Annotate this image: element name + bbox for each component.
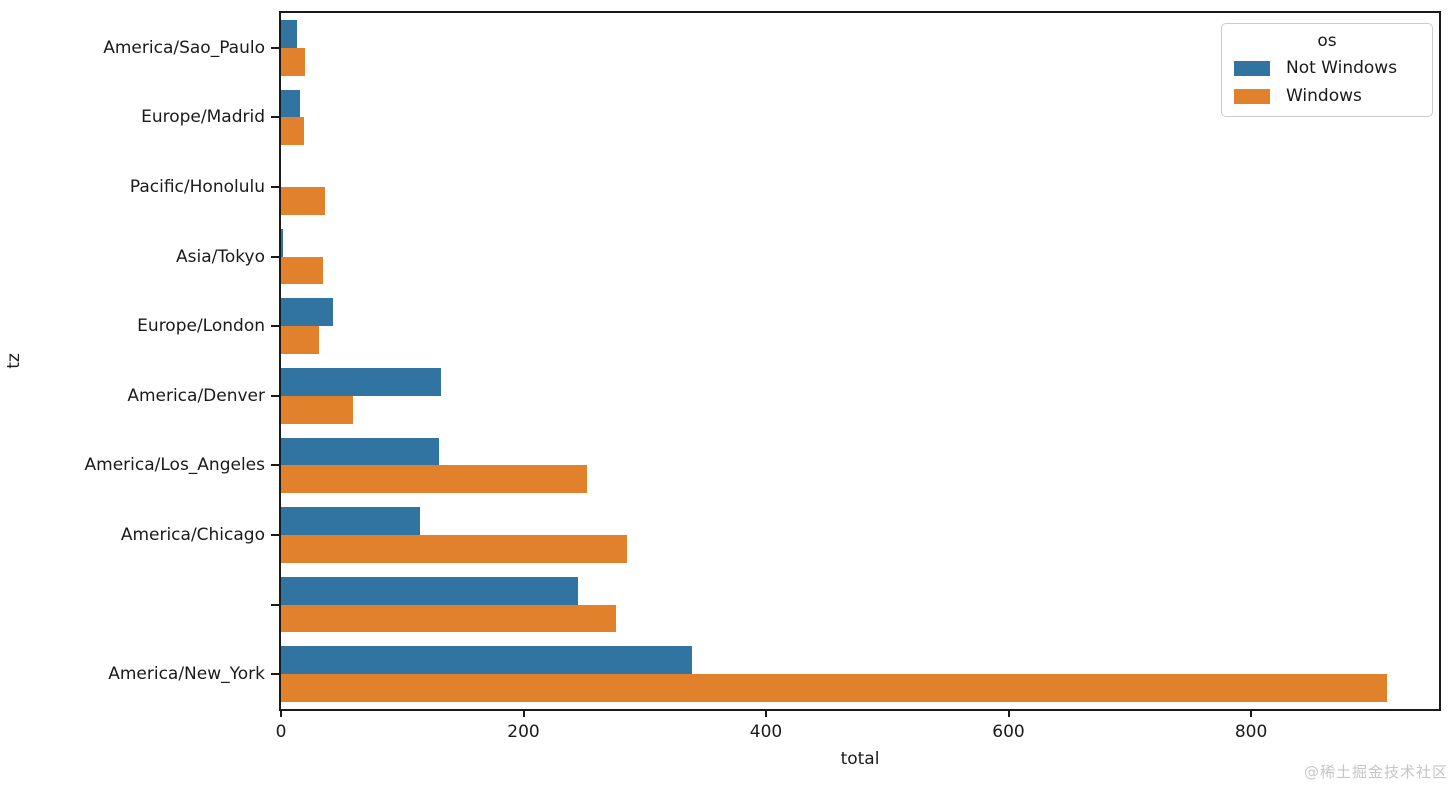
legend-swatch-not-windows bbox=[1234, 60, 1270, 76]
y-tick-mark bbox=[271, 46, 279, 49]
bar-windows bbox=[281, 47, 306, 76]
x-tick-mark bbox=[765, 709, 768, 717]
bar-windows bbox=[281, 395, 353, 424]
bar-windows bbox=[281, 117, 304, 146]
x-tick-label: 200 bbox=[507, 722, 540, 742]
bar-windows bbox=[281, 326, 319, 354]
y-tick-mark bbox=[271, 464, 279, 467]
x-tick-mark bbox=[522, 709, 525, 717]
bar-not-windows bbox=[281, 646, 693, 675]
legend-label-windows: Windows bbox=[1286, 86, 1362, 106]
plot-area bbox=[279, 11, 1441, 711]
y-tick-label: America/Chicago bbox=[120, 525, 265, 545]
bar-not-windows bbox=[281, 89, 301, 118]
y-tick-mark bbox=[271, 673, 279, 676]
bar-windows bbox=[281, 535, 627, 563]
y-tick-mark bbox=[271, 603, 279, 606]
y-tick-label: America/New_York bbox=[108, 664, 265, 685]
bar-windows bbox=[281, 256, 324, 285]
x-tick-label: 400 bbox=[749, 722, 783, 742]
y-tick-label: America/Denver bbox=[127, 385, 265, 406]
bar-windows bbox=[281, 465, 587, 494]
y-tick-mark bbox=[271, 255, 279, 258]
bar-windows bbox=[281, 604, 616, 633]
bar-not-windows bbox=[281, 507, 421, 535]
y-tick-label: America/Los_Angeles bbox=[84, 455, 265, 476]
x-tick-mark bbox=[280, 709, 282, 717]
x-axis-label: total bbox=[840, 749, 880, 769]
legend-swatch-windows bbox=[1234, 88, 1270, 104]
legend-item-not-windows: Not Windows bbox=[1234, 58, 1420, 78]
y-tick-mark bbox=[271, 325, 279, 328]
y-tick-label: America/Sao_Paulo bbox=[103, 37, 265, 58]
bar-not-windows bbox=[281, 228, 284, 257]
x-tick-mark bbox=[1250, 709, 1253, 717]
bar-not-windows bbox=[281, 19, 297, 48]
x-tick-label: 0 bbox=[275, 722, 287, 742]
x-tick-label: 600 bbox=[992, 722, 1025, 742]
x-tick-label: 800 bbox=[1234, 722, 1268, 742]
bar-not-windows bbox=[281, 367, 442, 396]
bar-not-windows bbox=[281, 437, 439, 466]
y-tick-label: Asia/Tokyo bbox=[176, 246, 265, 267]
watermark: @稀土掘金技术社区 bbox=[1303, 763, 1448, 781]
y-tick-label: Europe/Madrid bbox=[141, 107, 265, 128]
y-tick-mark bbox=[271, 186, 279, 188]
bar-not-windows bbox=[281, 576, 579, 605]
y-tick-label: Europe/London bbox=[137, 316, 265, 337]
y-tick-mark bbox=[271, 116, 279, 119]
x-tick-mark bbox=[1007, 709, 1010, 717]
y-tick-mark bbox=[271, 534, 279, 536]
y-tick-mark bbox=[271, 394, 279, 397]
y-tick-label: Pacific/Honolulu bbox=[129, 177, 265, 197]
bar-windows bbox=[281, 674, 1387, 702]
y-axis-label: tz bbox=[3, 353, 24, 369]
legend: os Not Windows Windows bbox=[1221, 23, 1433, 117]
legend-label-not-windows: Not Windows bbox=[1286, 58, 1398, 78]
bar-windows bbox=[281, 187, 325, 215]
legend-item-windows: Windows bbox=[1234, 86, 1420, 106]
bar-not-windows bbox=[281, 298, 334, 327]
legend-title: os bbox=[1317, 31, 1337, 51]
